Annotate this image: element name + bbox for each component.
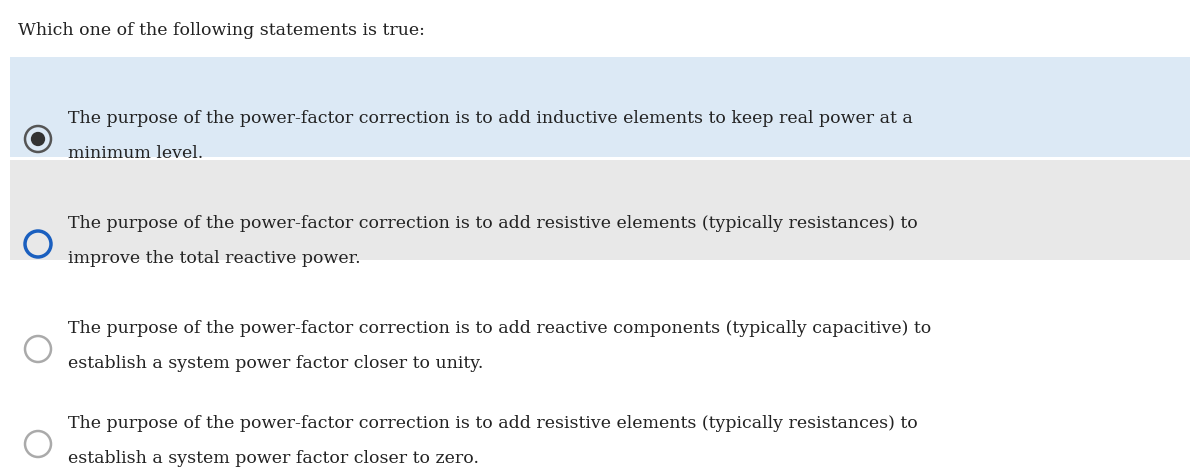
FancyBboxPatch shape xyxy=(10,160,1190,260)
Text: The purpose of the power-factor correction is to add resistive elements (typical: The purpose of the power-factor correcti… xyxy=(68,415,918,432)
Text: The purpose of the power-factor correction is to add reactive components (typica: The purpose of the power-factor correcti… xyxy=(68,320,931,337)
Text: The purpose of the power-factor correction is to add inductive elements to keep : The purpose of the power-factor correcti… xyxy=(68,110,913,127)
Text: The purpose of the power-factor correction is to add resistive elements (typical: The purpose of the power-factor correcti… xyxy=(68,215,918,232)
Text: Which one of the following statements is true:: Which one of the following statements is… xyxy=(18,22,425,39)
Text: establish a system power factor closer to zero.: establish a system power factor closer t… xyxy=(68,450,479,467)
FancyBboxPatch shape xyxy=(10,57,1190,157)
Text: improve the total reactive power.: improve the total reactive power. xyxy=(68,250,361,267)
Circle shape xyxy=(31,132,46,146)
Text: minimum level.: minimum level. xyxy=(68,145,203,162)
Text: establish a system power factor closer to unity.: establish a system power factor closer t… xyxy=(68,355,484,372)
